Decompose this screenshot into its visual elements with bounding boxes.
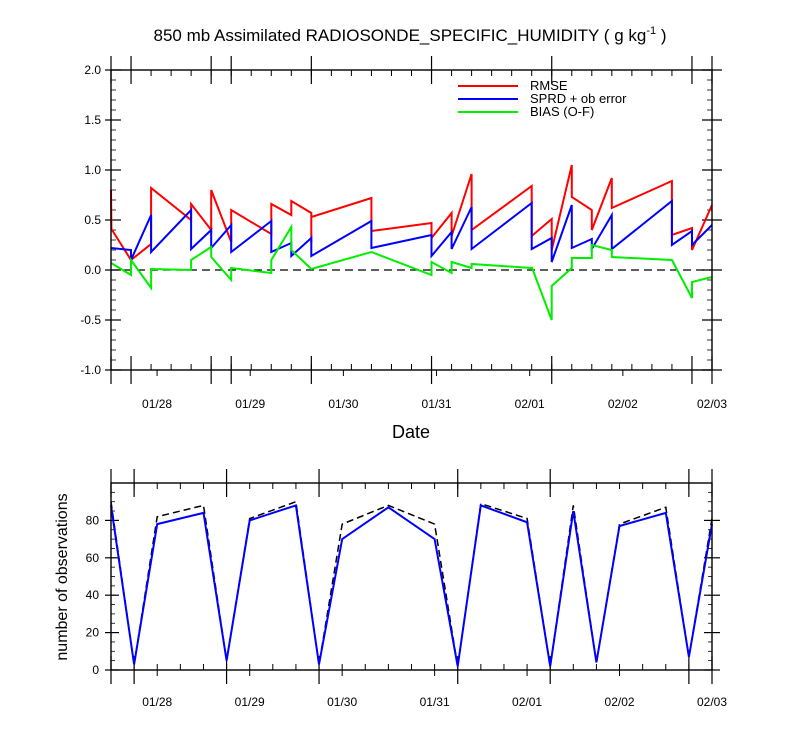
y-tick-label: 1.0 xyxy=(84,163,101,177)
x-tick-label: 02/02 xyxy=(605,695,635,709)
obs-line-possible xyxy=(110,500,713,667)
y-tick-label: 1.5 xyxy=(84,113,101,127)
y-axis-label-observations: number of observations xyxy=(54,493,71,660)
series-line-rmse xyxy=(110,164,713,262)
y-tick-label: 60 xyxy=(86,551,100,565)
bottom-panel: 80 60 40 20 0 01/28 01/29 01/30 01/31 02/01 02/02… xyxy=(54,469,727,709)
y-tick-label: -0.5 xyxy=(80,313,101,327)
y-tick-label: 20 xyxy=(86,626,100,640)
y-tick-label: -1.0 xyxy=(80,363,101,377)
chart-title-main: 850 mb Assimilated RADIOSONDE_SPECIFIC_H… xyxy=(154,26,647,45)
y-tick-label: 0.5 xyxy=(84,213,101,227)
x-tick-label: 01/29 xyxy=(235,695,265,709)
x-tick-label: 02/01 xyxy=(512,695,542,709)
chart-title: 850 mb Assimilated RADIOSONDE_SPECIFIC_H… xyxy=(154,25,667,45)
x-tick-label: 01/28 xyxy=(142,397,172,411)
x-tick-label: 02/02 xyxy=(608,397,638,411)
x-tick-label: 01/30 xyxy=(328,397,358,411)
x-tick-label: 01/29 xyxy=(235,397,265,411)
x-tick-label: 01/31 xyxy=(422,397,452,411)
y-tick-label: 0 xyxy=(92,663,99,677)
chart-title-end: ) xyxy=(656,26,666,45)
top-axis-ticks xyxy=(105,56,722,384)
x-tick-label: 02/03 xyxy=(697,695,727,709)
x-tick-label: 01/30 xyxy=(327,695,357,709)
obs-line-used xyxy=(110,504,713,667)
bottom-y-tick-labels: 80 60 40 20 0 xyxy=(86,513,100,677)
bottom-plot-frame xyxy=(110,482,713,671)
bottom-axis-ticks xyxy=(105,469,720,684)
series-line-bias-o-f- xyxy=(110,223,713,321)
y-tick-label: 2.0 xyxy=(84,63,101,77)
bottom-x-tick-labels: 01/28 01/29 01/30 01/31 02/01 02/02 02/03 xyxy=(142,695,727,709)
top-plot-frame xyxy=(110,69,713,371)
top-x-tick-labels: 01/28 01/29 01/30 01/31 02/01 02/02 02/03 xyxy=(142,397,727,411)
x-tick-label: 02/01 xyxy=(515,397,545,411)
y-tick-label: 0.0 xyxy=(84,263,101,277)
chart-title-superscript: -1 xyxy=(646,25,656,37)
legend-label: BIAS (O-F) xyxy=(530,104,594,119)
y-tick-label: 40 xyxy=(86,588,100,602)
top-series-group xyxy=(110,164,713,321)
legend-label: SPRD + ob error xyxy=(530,91,627,106)
x-axis-label: Date xyxy=(392,422,430,442)
series-line-sprd-ob-error xyxy=(110,198,713,263)
legend-label: RMSE xyxy=(530,78,568,93)
top-y-tick-labels: 2.0 1.5 1.0 0.5 0.0 -0.5 -1.0 xyxy=(80,63,101,377)
x-tick-label: 01/28 xyxy=(142,695,172,709)
y-tick-label: 80 xyxy=(86,513,100,527)
x-tick-label: 02/03 xyxy=(697,397,727,411)
bottom-series-group xyxy=(110,500,713,667)
top-panel: 850 mb Assimilated RADIOSONDE_SPECIFIC_H… xyxy=(80,25,727,442)
x-tick-label: 01/31 xyxy=(420,695,450,709)
